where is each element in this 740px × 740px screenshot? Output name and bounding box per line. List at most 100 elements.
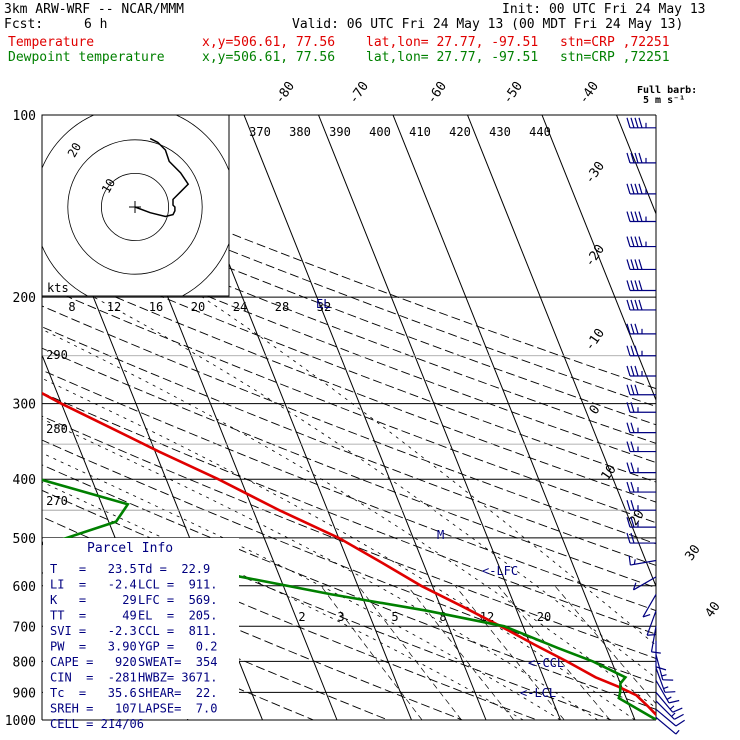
hodograph-speed-tick: 24	[233, 300, 247, 314]
wind-barb-flag	[626, 259, 631, 270]
hodograph-ring-label: 20	[65, 140, 84, 160]
wind-barb-flag	[628, 555, 631, 566]
hodograph-trace	[134, 137, 190, 218]
mixing-ratio-line	[554, 585, 656, 705]
wind-barb-flag	[630, 462, 635, 473]
wind-barb-flag	[634, 183, 639, 195]
wind-barb-flag	[634, 365, 639, 377]
wind-barb-flag	[626, 422, 631, 433]
wind-barb-flag	[674, 713, 684, 720]
wind-barb	[655, 700, 684, 720]
parcel-info-row-right: EL = 205.	[138, 609, 217, 623]
wind-barb-flag	[630, 384, 635, 395]
wind-barb-flag	[626, 299, 631, 311]
wind-barb-half-flag	[671, 712, 676, 717]
wind-barb-flag	[626, 532, 631, 544]
wind-barb	[626, 422, 656, 434]
wind-barb-flag	[626, 500, 631, 511]
parcel-info-title: Parcel Info	[87, 541, 173, 556]
pressure-tick-label: 400	[13, 473, 36, 488]
mixing-ratio-label: 2	[298, 610, 305, 624]
wind-barb-flag	[638, 236, 643, 247]
wind-barb-staff	[633, 576, 657, 591]
isotherm-line	[467, 115, 656, 588]
theta-label: 380	[289, 125, 311, 139]
hodograph-speed-tick: 32	[317, 300, 331, 314]
wind-barb-flag	[634, 117, 639, 128]
wind-barb-staff	[655, 708, 677, 727]
temperature-station: stn=CRP ,72251	[560, 35, 670, 50]
wind-barb-half-flag	[669, 705, 675, 710]
temperature-axis-label: 0	[587, 402, 604, 417]
temperature-axis-label: -60	[424, 79, 450, 107]
dry-adiabat	[42, 543, 463, 720]
hodograph-speed-tick: 8	[68, 300, 75, 314]
wind-barb	[628, 555, 657, 566]
wind-barb-flag	[630, 532, 635, 544]
temperature-xy: x,y=506.61, 77.56	[202, 35, 336, 50]
wind-barb-flag	[672, 707, 683, 713]
dewpoint-latlon: lat,lon= 27.77, -97.51	[366, 50, 539, 65]
theta-side-label: 280	[46, 422, 68, 436]
wind-barb-flag	[638, 299, 643, 311]
wind-barb-flag	[638, 152, 643, 164]
wind-barb-flag	[630, 259, 635, 270]
wind-barb-flag	[634, 259, 639, 270]
wind-barb	[655, 667, 676, 693]
wind-barb	[626, 481, 656, 493]
temperature-axis-label: -30	[582, 159, 608, 187]
wind-barb-flag	[655, 666, 667, 671]
wind-barb-flag	[668, 699, 680, 704]
wind-barb-flag	[626, 516, 631, 528]
temperature-axis-label: -50	[500, 79, 526, 107]
temperature-profile-line	[42, 391, 656, 717]
wind-barb-flag	[638, 183, 643, 195]
wind-barb-staff	[655, 716, 677, 735]
temperature-axis-label: -80	[272, 79, 298, 107]
wind-barb-flag	[630, 280, 635, 291]
wind-barb-flag	[626, 280, 631, 291]
barb-label-line2: 5 m s⁻¹	[643, 95, 685, 106]
theta-label: 410	[409, 125, 431, 139]
wind-barb-flag	[638, 280, 643, 291]
isotherm-line	[243, 115, 487, 720]
m-marker: M	[437, 528, 444, 542]
wind-barb-half-flag	[675, 729, 680, 735]
wind-barb-flag	[626, 462, 631, 473]
temperature-axis-label: -10	[582, 326, 608, 354]
mixing-ratio-label: 5	[391, 610, 398, 624]
dewpoint-legend: Dewpoint temperature	[8, 50, 165, 65]
parcel-info-row-right: SWEAT= 354	[138, 655, 217, 669]
dewpoint-station: stn=CRP ,72251	[560, 50, 670, 65]
theta-label: 440	[529, 125, 551, 139]
wind-barb-flag	[630, 500, 635, 511]
wind-barb-staff	[655, 680, 670, 704]
temperature-axis-label: -70	[346, 79, 372, 107]
wind-barb	[626, 365, 656, 377]
theta-label: 390	[329, 125, 351, 139]
wind-barb-flag	[630, 402, 635, 413]
wind-barb-flag	[634, 299, 639, 311]
wind-barb	[655, 640, 667, 671]
wind-barb	[626, 500, 656, 511]
parcel-info-row-left: SREH = 107	[50, 702, 137, 716]
lfc-marker: <-LFC	[482, 564, 518, 578]
wind-barb-flag	[626, 481, 631, 493]
wind-barb	[626, 117, 656, 129]
wind-barb	[655, 654, 674, 681]
wind-barb-flag	[634, 345, 639, 356]
wind-barb-flag	[626, 384, 631, 395]
parcel-info-row-right: SHEAR= 22.	[138, 686, 217, 700]
wind-barb	[655, 691, 683, 713]
model-title: 3km ARW-WRF -- NCAR/MMM	[4, 2, 185, 17]
wind-barb	[626, 183, 656, 195]
wind-barb	[655, 716, 680, 735]
wind-barb-flag	[638, 211, 643, 222]
wind-barb-half-flag	[661, 674, 667, 677]
wind-barb-flag	[634, 323, 639, 335]
temperature-axis-label: 10	[598, 462, 619, 483]
wind-barb-flag	[630, 481, 635, 493]
parcel-info-row-right: LCL = 911.	[138, 578, 217, 592]
wind-barb-flag	[638, 117, 643, 128]
